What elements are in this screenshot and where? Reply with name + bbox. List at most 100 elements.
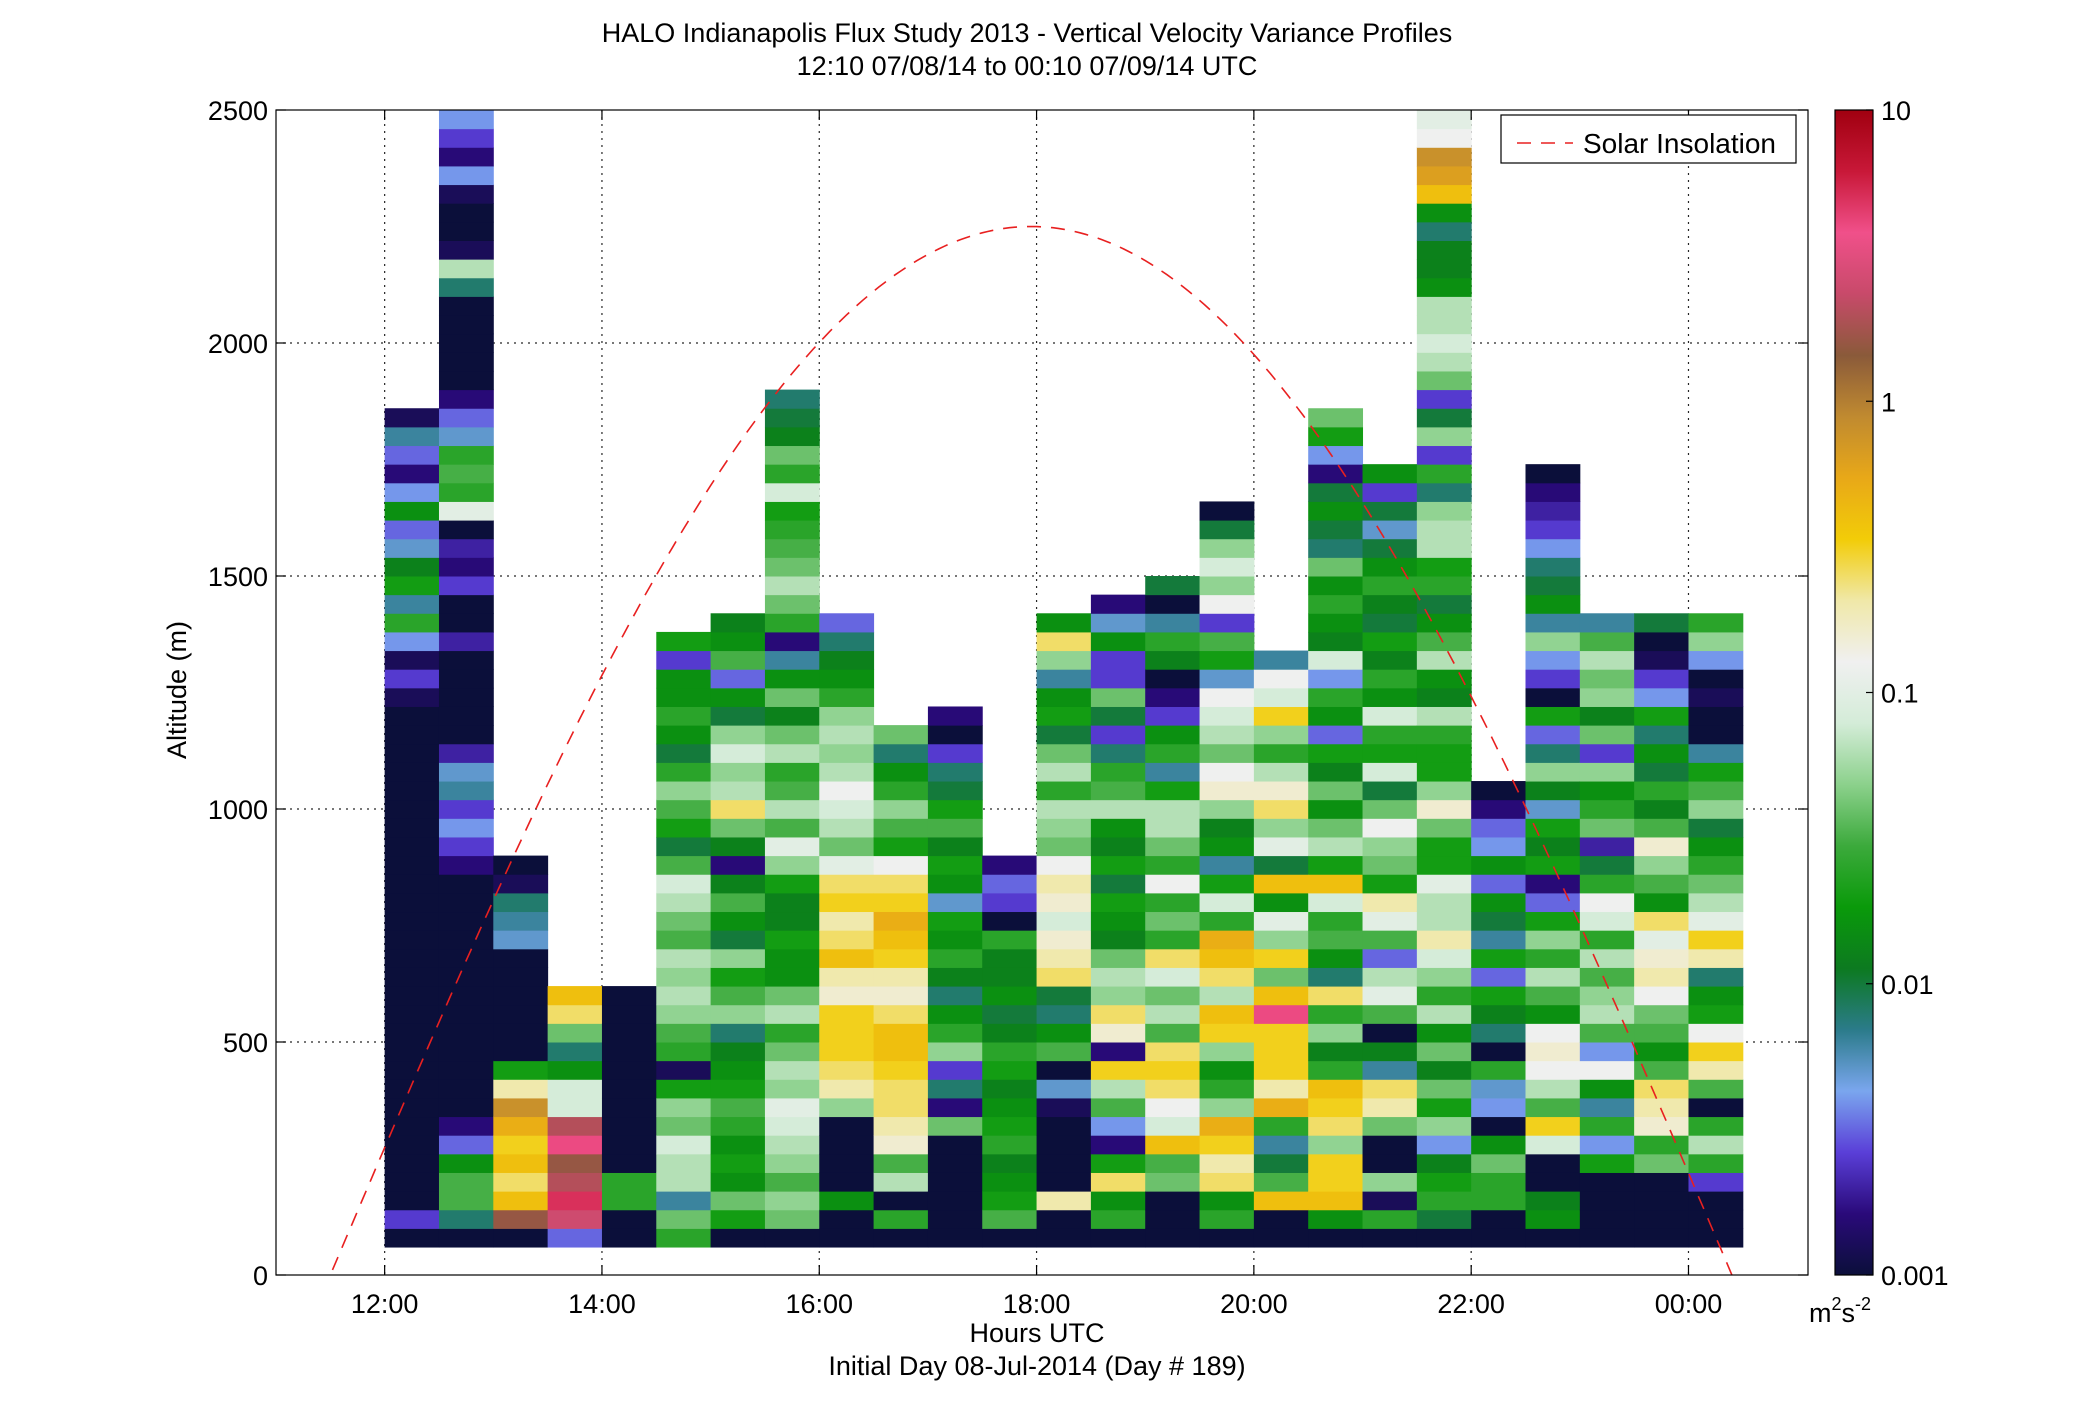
heatmap-cell bbox=[1362, 1079, 1418, 1099]
heatmap-cell bbox=[982, 1153, 1038, 1173]
heatmap-cell bbox=[1145, 1116, 1201, 1136]
heatmap-cell bbox=[764, 725, 820, 745]
heatmap-cell bbox=[1471, 948, 1527, 968]
heatmap-cell bbox=[927, 762, 983, 782]
heatmap-cell bbox=[601, 1191, 657, 1211]
heatmap-cell bbox=[656, 1097, 712, 1118]
heatmap-cell bbox=[656, 650, 712, 670]
heatmap-cell bbox=[1416, 1079, 1472, 1099]
heatmap-cell bbox=[1579, 967, 1635, 987]
heatmap-cell bbox=[1688, 613, 1744, 633]
heatmap-cell bbox=[764, 1060, 820, 1080]
heatmap-cell bbox=[493, 874, 549, 894]
heatmap-cell bbox=[710, 1209, 766, 1229]
heatmap-cell bbox=[438, 501, 494, 521]
heatmap-cell bbox=[1416, 408, 1472, 428]
heatmap-cell bbox=[1145, 1079, 1201, 1099]
heatmap-cell bbox=[1525, 836, 1581, 857]
heatmap-cell bbox=[982, 911, 1038, 931]
heatmap-cell bbox=[1199, 836, 1255, 857]
heatmap-cell bbox=[1253, 650, 1309, 670]
heatmap-cell bbox=[1416, 818, 1472, 838]
heatmap-cell bbox=[1253, 874, 1309, 894]
colorbar-tick-label: 0.01 bbox=[1881, 970, 1934, 1000]
heatmap-cell bbox=[982, 1135, 1038, 1155]
heatmap-cell bbox=[1416, 631, 1472, 652]
heatmap-cell bbox=[1308, 1079, 1364, 1099]
heatmap-cell bbox=[438, 706, 494, 726]
heatmap-cell bbox=[1199, 1042, 1255, 1062]
heatmap-cell bbox=[1634, 1097, 1689, 1118]
heatmap-cell bbox=[1145, 706, 1201, 726]
heatmap-cell bbox=[656, 706, 712, 726]
heatmap-cell bbox=[1579, 613, 1635, 633]
heatmap-cell bbox=[1579, 911, 1635, 931]
heatmap-cell bbox=[1145, 1004, 1201, 1024]
heatmap-cell bbox=[547, 1116, 603, 1136]
heatmap-cell bbox=[1253, 855, 1309, 875]
heatmap-cell bbox=[1688, 669, 1744, 689]
heatmap-cell bbox=[1199, 1153, 1255, 1173]
heatmap-cell bbox=[1525, 818, 1581, 838]
heatmap-cell bbox=[1416, 706, 1472, 726]
heatmap-cell bbox=[1688, 1060, 1744, 1080]
heatmap-cell bbox=[1525, 706, 1581, 726]
chart-title: HALO Indianapolis Flux Study 2013 - Vert… bbox=[602, 18, 1452, 48]
heatmap-cell bbox=[384, 426, 440, 447]
heatmap-cell bbox=[1199, 762, 1255, 782]
heatmap-cell bbox=[1199, 725, 1255, 745]
heatmap-cell bbox=[1525, 557, 1581, 577]
heatmap-cell bbox=[493, 967, 549, 987]
heatmap-cell bbox=[710, 1079, 766, 1099]
heatmap-cell bbox=[819, 706, 875, 726]
x-tick-label: 16:00 bbox=[785, 1289, 853, 1319]
heatmap-cell bbox=[601, 1079, 657, 1099]
heatmap-cell bbox=[1145, 1097, 1201, 1118]
heatmap-cell bbox=[982, 1097, 1038, 1118]
heatmap-cell bbox=[656, 1228, 712, 1248]
heatmap-cell bbox=[764, 1097, 820, 1118]
heatmap-cell bbox=[1362, 576, 1418, 596]
heatmap-cell bbox=[1525, 948, 1581, 968]
heatmap-cell bbox=[1634, 743, 1689, 763]
heatmap-cell bbox=[710, 1060, 766, 1080]
heatmap-cell bbox=[819, 613, 875, 633]
heatmap-cell bbox=[1471, 855, 1527, 875]
heatmap-cell bbox=[982, 1042, 1038, 1062]
heatmap-cell bbox=[1253, 1097, 1309, 1118]
heatmap-cell bbox=[1199, 501, 1255, 521]
heatmap-cell bbox=[1416, 762, 1472, 782]
heatmap-cell bbox=[1090, 650, 1146, 670]
heatmap-cell bbox=[1362, 855, 1418, 875]
heatmap-cell bbox=[1145, 669, 1201, 689]
heatmap-cell bbox=[1253, 967, 1309, 987]
heatmap-cell bbox=[764, 948, 820, 968]
heatmap-cell bbox=[1416, 501, 1472, 521]
heatmap-cell bbox=[1036, 762, 1092, 782]
heatmap-cell bbox=[1199, 650, 1255, 670]
heatmap-cell bbox=[438, 110, 494, 130]
heatmap-cell bbox=[493, 930, 549, 950]
heatmap-cell bbox=[1090, 1209, 1146, 1229]
heatmap-cell bbox=[1525, 1228, 1581, 1248]
heatmap-cell bbox=[710, 874, 766, 894]
heatmap-cell bbox=[656, 1023, 712, 1043]
solar-insolation-curve bbox=[329, 225, 1733, 1275]
heatmap-cell bbox=[710, 725, 766, 745]
heatmap-cell bbox=[1308, 482, 1364, 502]
heatmap-cell bbox=[439, 73, 494, 92]
heatmap-cell bbox=[1199, 687, 1255, 707]
heatmap-cell bbox=[384, 1116, 440, 1136]
heatmap-cell bbox=[1090, 725, 1146, 745]
heatmap-cell bbox=[1308, 781, 1364, 801]
heatmap-cell bbox=[1090, 1023, 1146, 1043]
heatmap-cell bbox=[438, 1172, 494, 1192]
heatmap-cell bbox=[873, 1135, 929, 1155]
heatmap-cell bbox=[1525, 650, 1581, 670]
heatmap-cell bbox=[927, 1023, 983, 1043]
heatmap-cell bbox=[1145, 799, 1201, 819]
heatmap-cell bbox=[710, 1191, 766, 1211]
heatmap-cell bbox=[1416, 836, 1472, 857]
heatmap-cell bbox=[1634, 874, 1689, 894]
heatmap-cell bbox=[982, 1116, 1038, 1136]
